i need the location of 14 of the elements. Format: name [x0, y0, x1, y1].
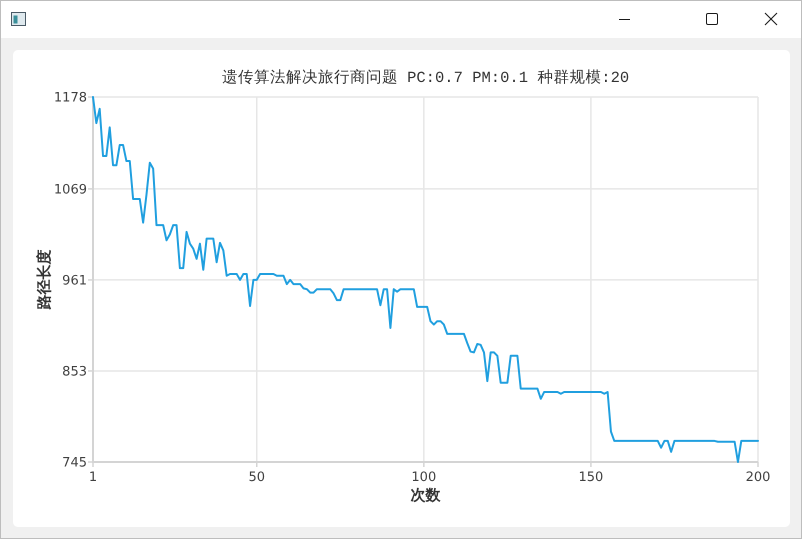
line-series: [92, 96, 759, 463]
x-tick-label: 50: [248, 470, 266, 485]
y-tick-label: 1178: [54, 90, 87, 106]
x-tick-label: 1: [88, 470, 98, 485]
y-tick-label: 961: [62, 273, 87, 288]
y-tick-label: 853: [62, 364, 87, 380]
y-tick-label: 1069: [54, 182, 87, 198]
y-tick-label: 745: [62, 456, 87, 470]
x-tick-label: 100: [411, 470, 436, 485]
x-tick-label: 200: [746, 470, 770, 485]
x-tick-label: 150: [578, 470, 604, 485]
y-axis-title: 路径长度: [35, 250, 53, 310]
x-axis-title: 次数: [410, 486, 442, 504]
chart-title: 遗传算法解决旅行商问题 PC:0.7 PM:0.1 种群规模:20: [222, 68, 630, 87]
